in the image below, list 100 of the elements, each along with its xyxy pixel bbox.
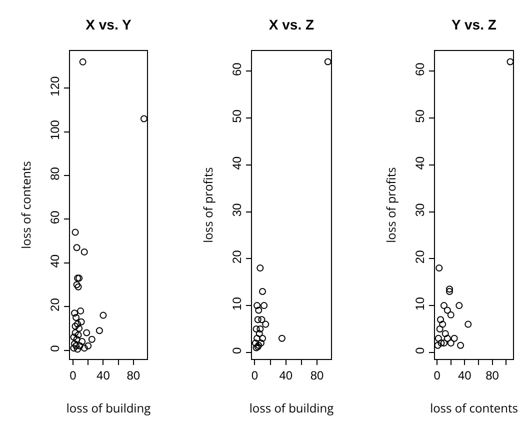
y-tick-label: 0 (230, 346, 244, 354)
chart-title: Y vs. Z (452, 16, 497, 32)
point (100, 312, 107, 319)
point (440, 340, 448, 347)
point (256, 330, 263, 338)
point (464, 320, 472, 328)
point (71, 310, 78, 317)
point (259, 334, 266, 342)
point (256, 326, 264, 332)
point (506, 58, 514, 66)
y-tick-label: 100 (48, 120, 62, 140)
point (80, 344, 88, 352)
point (70, 344, 78, 352)
chart-title: X vs. Z (268, 16, 315, 32)
y-axis-title: loss of profits (200, 166, 216, 243)
x-tick-label: 0 (251, 368, 258, 382)
point (444, 334, 451, 342)
point (447, 311, 454, 318)
y-tick-label: 60 (48, 210, 62, 224)
y-axis-title: loss of contents (18, 160, 34, 249)
point (72, 329, 79, 336)
point (84, 342, 92, 350)
point (252, 340, 259, 347)
point (257, 340, 264, 347)
x-tick-label: 80 (126, 368, 140, 382)
y-tick-label: 50 (230, 109, 244, 123)
y-tick-label: 40 (413, 156, 428, 170)
point (78, 318, 85, 326)
x-tick-label: 80 (486, 368, 500, 382)
point (88, 336, 96, 343)
point (438, 340, 445, 347)
point (259, 288, 266, 295)
y-tick-label: 50 (413, 109, 428, 123)
point (72, 228, 79, 236)
y-tick-label: 10 (230, 296, 244, 310)
y-tick-label: 10 (413, 296, 428, 310)
point (74, 283, 82, 290)
y-tick-label: 30 (230, 203, 244, 217)
point (96, 327, 103, 334)
point (72, 314, 80, 321)
y-tick-label: 20 (230, 250, 244, 264)
y-tick-label: 0 (413, 346, 428, 354)
point (76, 324, 83, 332)
point (437, 316, 444, 324)
chart-title: X vs. Y (86, 16, 132, 32)
point (254, 334, 261, 342)
x-axis-title: loss of building (249, 399, 334, 416)
point (456, 302, 463, 310)
x-tick-label: 40 (96, 368, 110, 382)
point (262, 320, 270, 328)
point (450, 334, 458, 342)
point (440, 302, 448, 310)
point (70, 334, 78, 341)
y-tick-label: 40 (230, 156, 244, 170)
y-tick-label: 60 (413, 62, 428, 76)
point (73, 336, 80, 343)
point (72, 322, 79, 330)
point (278, 334, 286, 342)
point (78, 338, 86, 346)
x-tick-label: 0 (70, 368, 77, 382)
point (74, 320, 82, 328)
point (324, 58, 332, 66)
y-tick-label: 40 (48, 254, 62, 268)
x-axis-title: loss of building (66, 399, 152, 416)
point (72, 342, 80, 350)
point (252, 326, 260, 332)
point (442, 330, 449, 338)
point (258, 316, 266, 324)
point (446, 286, 453, 293)
point (436, 326, 444, 332)
x-tick-label: 40 (279, 368, 293, 382)
y-tick-label: 20 (413, 250, 428, 264)
point (71, 340, 78, 348)
point (74, 346, 82, 353)
point (256, 264, 264, 272)
point (73, 281, 80, 288)
point (76, 342, 84, 350)
point (436, 264, 443, 272)
point (439, 320, 446, 328)
point (444, 306, 451, 314)
point (457, 342, 464, 349)
x-axis-title: loss of contents (430, 399, 518, 416)
point (434, 342, 442, 349)
y-tick-label: 30 (413, 203, 428, 217)
y-tick-label: 0 (48, 344, 62, 352)
y-tick-label: 120 (48, 76, 62, 96)
y-tick-label: 80 (48, 166, 62, 180)
point (255, 306, 262, 314)
point (254, 316, 262, 324)
point (140, 115, 148, 122)
point (446, 288, 453, 295)
point (73, 244, 80, 252)
x-tick-label: 0 (434, 368, 441, 382)
x-tick-label: 80 (310, 368, 324, 382)
x-tick-label: 40 (458, 368, 472, 382)
point (260, 302, 268, 310)
point (80, 248, 88, 256)
point (79, 58, 86, 66)
point (74, 331, 82, 338)
y-tick-label: 20 (48, 298, 62, 312)
